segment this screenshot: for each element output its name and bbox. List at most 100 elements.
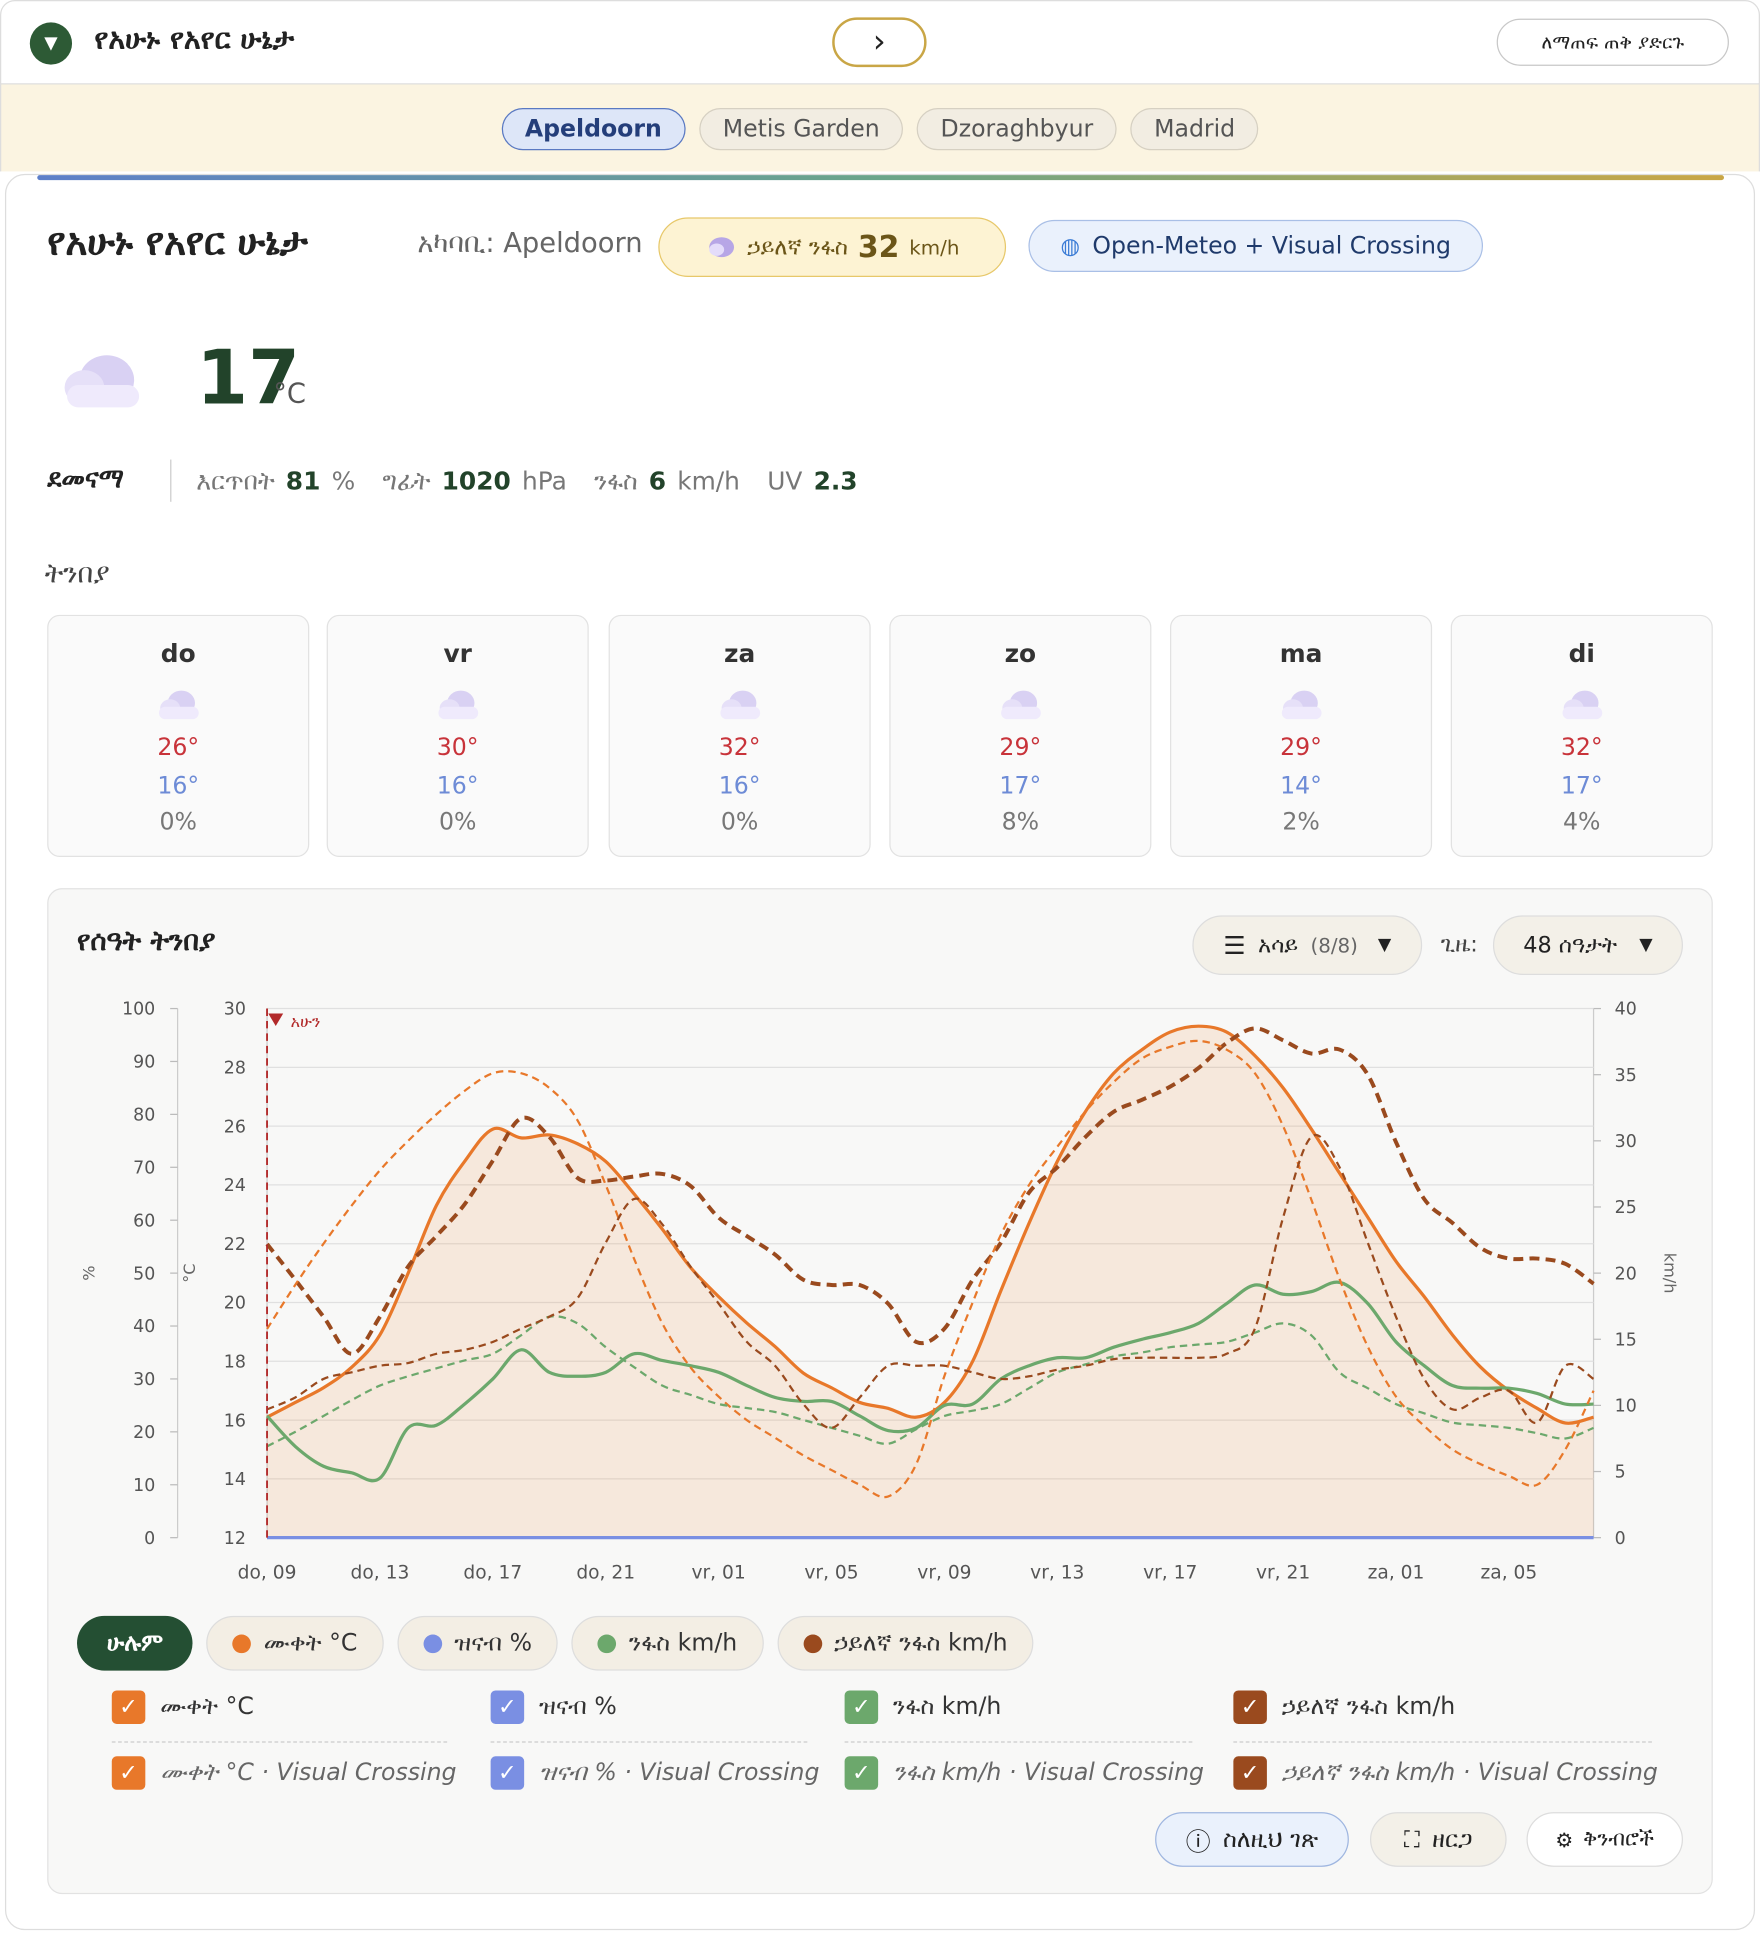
location-tabs: Apeldoorn Metis Garden Dzoraghbyur Madrid	[0, 107, 1760, 152]
weather-icon	[64, 355, 140, 408]
checkbox: ✓	[490, 1689, 525, 1724]
chip-label: ሁሉም	[106, 1629, 164, 1657]
day-icon	[438, 690, 479, 720]
checkbox: ✓	[1233, 1755, 1267, 1790]
metric-label: እርጥበት	[196, 465, 275, 496]
metric-label: UV	[767, 465, 803, 496]
period-selector[interactable]: 48 ሰዓታት ▼	[1492, 915, 1683, 976]
location-label: አካባቢ: Apeldoorn	[417, 228, 643, 260]
day-high: 32°	[718, 734, 761, 762]
series-toggle[interactable]: ✓ ዝናብ % · Visual Crossing	[490, 1754, 820, 1791]
day-card: vr 30° 16° 0%	[326, 614, 589, 858]
temperature-unit: °C	[273, 378, 307, 410]
day-low: 16°	[718, 772, 761, 800]
condition: ደመናማ	[47, 463, 124, 494]
series-toggle[interactable]: ✓ ኃይለኛ ንፋስ km/h · Visual Crossing	[1233, 1754, 1658, 1791]
chip-dot	[803, 1633, 822, 1653]
day-icon	[1281, 690, 1322, 720]
period-label: ጊዜ:	[1440, 931, 1478, 958]
day-low: 17°	[1560, 772, 1603, 800]
period-value: 48 ሰዓታት	[1523, 932, 1617, 959]
day-icon	[158, 690, 199, 720]
gust-unit: km/h	[909, 235, 960, 259]
metric-value: 81	[285, 465, 321, 496]
metric-label: ንፋስ	[594, 465, 638, 496]
series-name: ዝናብ %	[539, 1692, 617, 1721]
checkbox: ✓	[844, 1689, 879, 1724]
series-toggle[interactable]: ✓ ኃይለኛ ንፋስ km/h	[1233, 1688, 1455, 1725]
metric: ግፊት 1020 hPa	[383, 466, 567, 496]
chip-label: ሙቀት °C	[263, 1629, 358, 1657]
chip-dot	[232, 1633, 252, 1653]
series-selector[interactable]: ☰ አሳይ (8/8) ▼	[1192, 915, 1423, 976]
day-precip: 4%	[1563, 808, 1601, 836]
show-label: አሳይ	[1258, 932, 1299, 959]
day-card: ma 29° 14° 2%	[1170, 614, 1433, 858]
next-button[interactable]: ›	[832, 17, 927, 68]
accent-bar	[37, 175, 1724, 181]
expand-icon: ⛶	[1404, 1826, 1420, 1853]
filter-chip[interactable]: ሁሉም	[77, 1615, 193, 1671]
metric: UV 2.3	[767, 466, 857, 496]
day-card: zo 29° 17° 8%	[889, 614, 1152, 858]
series-toggle[interactable]: ✓ ዝናብ %	[490, 1688, 617, 1725]
settings-icon: ⚙	[1555, 1827, 1574, 1852]
day-card: di 32° 17° 4%	[1450, 614, 1713, 858]
source-label: Open-Meteo + Visual Crossing	[1092, 232, 1451, 260]
show-count: (8/8)	[1310, 933, 1358, 958]
series-toggle[interactable]: ✓ ሙቀት °C · Visual Crossing	[111, 1754, 457, 1791]
about-button[interactable]: ⓘ ስለዚህ ገጽ	[1155, 1812, 1349, 1867]
gust-icon	[708, 237, 734, 258]
hourly-panel	[47, 888, 1713, 1895]
checkbox: ✓	[844, 1755, 879, 1790]
day-high: 29°	[1280, 734, 1322, 762]
day-icon	[1562, 690, 1603, 720]
day-low: 14°	[1280, 772, 1322, 800]
chip-label: ዝናብ %	[454, 1629, 533, 1657]
metric-value: 2.3	[813, 465, 858, 496]
header-title: የአሁኑ የአየር ሁኔታ	[94, 23, 295, 56]
metric-value: 1020	[441, 465, 511, 496]
collapse-icon[interactable]: ▼	[29, 22, 73, 65]
series-name: ንፋስ km/h · Visual Crossing	[893, 1758, 1205, 1787]
source-pill: ◍ Open-Meteo + Visual Crossing	[1028, 219, 1484, 273]
checkbox: ✓	[111, 1755, 146, 1790]
dropdown-arrow: ▼	[1377, 935, 1392, 956]
day-precip: 2%	[1282, 808, 1320, 836]
filter-chip[interactable]: ዝናብ %	[397, 1615, 559, 1671]
about-label: ስለዚህ ገጽ	[1223, 1825, 1319, 1854]
location-tab[interactable]: Madrid	[1130, 108, 1259, 151]
filter-chip[interactable]: ሙቀት °C	[206, 1615, 384, 1671]
settings-label: ቅንብሮች	[1583, 1827, 1655, 1852]
series-name: ሙቀት °C	[160, 1692, 254, 1721]
expand-button[interactable]: ⛶ ዘርጋ	[1369, 1812, 1507, 1867]
chip-dot	[597, 1633, 617, 1653]
series-toggle[interactable]: ✓ ሙቀት °C	[111, 1688, 254, 1725]
day-name: ma	[1279, 638, 1323, 669]
metric: ንፋስ 6 km/h	[594, 466, 740, 496]
day-precip: 0%	[159, 808, 197, 836]
menu-icon: ☰	[1223, 930, 1246, 961]
checkbox-divider	[1233, 1741, 1652, 1743]
metric-label: ግፊት	[382, 465, 431, 496]
day-name: di	[1568, 638, 1595, 669]
day-icon	[720, 690, 761, 720]
series-toggle[interactable]: ✓ ንፋስ km/h	[844, 1688, 1001, 1725]
collapse-button[interactable]: ለማጠፍ ጠቅ ያድርጉ	[1496, 18, 1729, 66]
location-tab[interactable]: Apeldoorn	[501, 108, 686, 151]
day-icon	[1001, 690, 1041, 720]
current-temperature: 17	[196, 335, 300, 423]
metrics: እርጥበት 81% ግፊት 1020 hPa ንፋስ 6 km/h UV 2.3	[196, 462, 857, 499]
dropdown-arrow: ▼	[1639, 935, 1653, 956]
chip-label: ኃይለኛ ንፋስ km/h	[834, 1629, 1008, 1657]
current-title: የአሁኑ የአየር ሁኔታ	[47, 221, 308, 265]
series-toggle[interactable]: ✓ ንፋስ km/h · Visual Crossing	[844, 1754, 1205, 1791]
filter-chip[interactable]: ንፋስ km/h	[571, 1615, 764, 1671]
filter-chip[interactable]: ኃይለኛ ንፋስ km/h	[776, 1615, 1034, 1671]
location-tab[interactable]: Metis Garden	[699, 108, 904, 151]
series-name: ዝናብ % · Visual Crossing	[539, 1758, 820, 1787]
checkbox: ✓	[111, 1689, 146, 1724]
checkbox-divider	[111, 1741, 448, 1743]
settings-button[interactable]: ⚙ ቅንብሮች	[1526, 1812, 1683, 1867]
location-tab[interactable]: Dzoraghbyur	[916, 108, 1117, 151]
